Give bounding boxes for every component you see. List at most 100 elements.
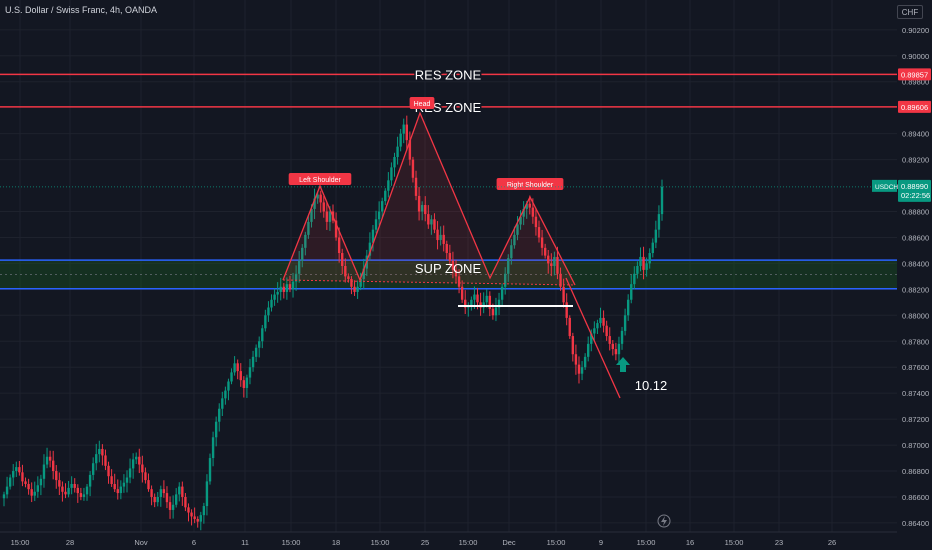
candle-body <box>98 448 101 455</box>
candle-body <box>574 354 578 365</box>
symbol-tag: USDCHF <box>875 184 902 191</box>
candle-body <box>608 336 611 344</box>
head-shoulders-outline[interactable] <box>282 111 576 286</box>
candle-body <box>562 286 565 303</box>
candle-body <box>119 486 123 494</box>
candle-body <box>159 489 163 497</box>
candle-body <box>393 157 396 168</box>
candle-body <box>181 486 184 497</box>
time-tick-label: 25 <box>421 538 429 547</box>
candle-body <box>168 502 172 510</box>
candle-body <box>67 487 70 495</box>
candle-body <box>522 208 525 217</box>
price-tick-label: 0.88400 <box>902 259 929 268</box>
candle-body <box>144 472 147 481</box>
candle-body <box>141 464 144 473</box>
time-tick-label: 18 <box>332 538 340 547</box>
candle-body <box>525 203 528 209</box>
candle-body <box>48 456 52 461</box>
symbol-title: U.S. Dollar / Swiss Franc, 4h, OANDA <box>5 5 158 15</box>
candle-body <box>307 221 310 235</box>
price-tick-label: 0.87800 <box>902 337 929 346</box>
candle-body <box>543 247 547 256</box>
lightning-icon[interactable] <box>657 514 671 528</box>
price-tick-label: 0.87000 <box>902 441 929 450</box>
price-tick-label: 0.87200 <box>902 415 929 424</box>
resistance-zone-label: RES ZONE <box>415 67 482 82</box>
candle-body <box>39 478 43 486</box>
candle-body <box>362 268 365 279</box>
candle-body <box>128 468 132 478</box>
candle-body <box>593 328 596 334</box>
time-tick-label: 6 <box>192 538 196 547</box>
candle-body <box>110 476 113 484</box>
candle-body <box>267 307 270 316</box>
currency-button[interactable]: CHF <box>897 5 923 19</box>
candle-body <box>199 515 202 522</box>
candle-body <box>276 291 279 295</box>
candle-body <box>457 276 461 287</box>
candle-body <box>402 124 405 134</box>
candle-body <box>374 219 378 230</box>
candle-body <box>645 263 648 270</box>
candle-body <box>387 180 390 191</box>
symbol-tag-bg <box>872 179 897 192</box>
candle-body <box>227 381 230 391</box>
neckline[interactable] <box>282 279 576 286</box>
candle-body <box>73 483 76 488</box>
level-price-tag <box>898 100 931 113</box>
candle-body <box>396 146 399 158</box>
candle-body <box>528 203 531 208</box>
candle-body <box>420 205 424 212</box>
candle-body <box>135 456 138 460</box>
candle-body <box>15 467 18 472</box>
current-price-tag-bg <box>898 179 931 202</box>
candle-body <box>325 211 329 222</box>
candle-body <box>454 269 458 277</box>
candle-body <box>353 286 356 292</box>
candle-body <box>540 237 544 248</box>
candle-body <box>18 467 21 473</box>
candle-body <box>596 323 599 329</box>
candle-body <box>556 256 559 274</box>
candle-body <box>30 489 33 496</box>
time-tick-label: 15:00 <box>11 538 30 547</box>
candle-body <box>214 421 218 438</box>
head-label-bg <box>409 97 435 109</box>
head-label: Head <box>414 101 431 108</box>
candle-body <box>630 284 633 300</box>
candle-body <box>8 477 12 487</box>
up-arrow-icon <box>616 357 630 372</box>
candle-body <box>417 195 421 212</box>
price-tick-label: 0.89200 <box>902 156 929 165</box>
time-tick-label: 15:00 <box>725 538 744 547</box>
left-shoulder-label: Left Shoulder <box>299 177 341 184</box>
candle-body <box>590 333 593 344</box>
breakdown-line[interactable] <box>565 277 621 399</box>
candle-body <box>79 493 83 497</box>
candle-body <box>648 253 651 264</box>
candle-body <box>211 437 215 459</box>
candle-body <box>101 448 104 456</box>
candle-body <box>264 315 267 329</box>
candle-body <box>116 489 119 494</box>
candle-body <box>208 458 212 482</box>
time-tick-label: 15:00 <box>282 538 301 547</box>
candle-body <box>519 216 522 225</box>
candle-body <box>58 480 61 487</box>
candle-body <box>279 286 282 292</box>
candle-body <box>218 408 221 422</box>
candle-body <box>322 202 325 212</box>
price-tick-label: 0.87400 <box>902 389 929 398</box>
candle-body <box>310 208 313 222</box>
candle-body <box>91 463 95 475</box>
candle-body <box>602 317 605 326</box>
candle-body <box>565 302 568 318</box>
candle-body <box>174 494 178 505</box>
candle-body <box>85 486 89 495</box>
candle-body <box>482 302 485 308</box>
candle-body <box>377 211 381 220</box>
price-axis[interactable] <box>897 0 932 550</box>
candle-body <box>21 472 24 482</box>
